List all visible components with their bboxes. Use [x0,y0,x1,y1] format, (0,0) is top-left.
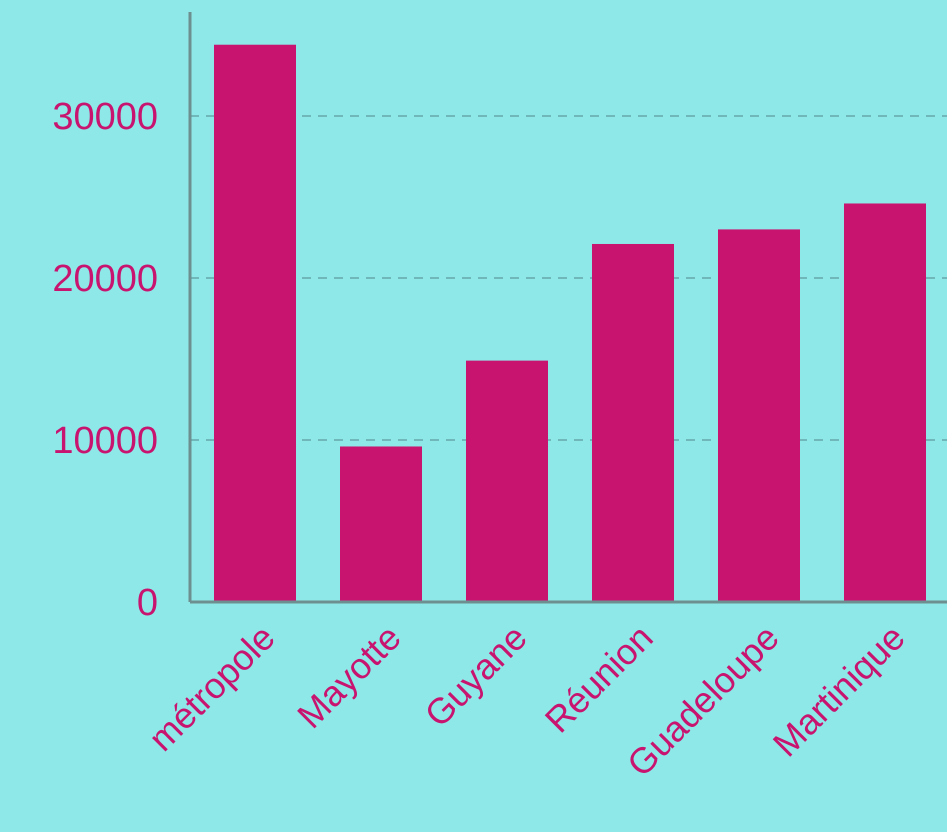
x-tick-labels: métropole Mayotte Guyane RéunionGuadeloupeM… [140,617,912,785]
y-tick-labels: 0 10000 20000 30000 [52,96,158,624]
x-tick-label-mayotte: Mayotte [289,617,409,737]
bar-guadeloupe [718,229,800,602]
x-tick-label-guyane: Guyane [417,617,535,735]
y-tick-label-0: 0 [137,582,158,624]
gridlines [190,115,947,441]
bar-métropole [214,44,296,603]
x-tick-label-martinique: Martinique [765,617,913,765]
x-tick-label-réunion: Réunion [537,617,661,741]
bars [214,44,926,603]
bar-guyane [466,360,548,602]
bar-mayotte [340,446,422,602]
x-tick-label-métropole: métropole [140,617,282,759]
bar-réunion [592,243,674,603]
y-tick-label-10000: 10000 [52,420,158,462]
bar-martinique [844,203,926,603]
y-tick-label-30000: 30000 [52,96,158,138]
y-tick-label-20000: 20000 [52,258,158,300]
